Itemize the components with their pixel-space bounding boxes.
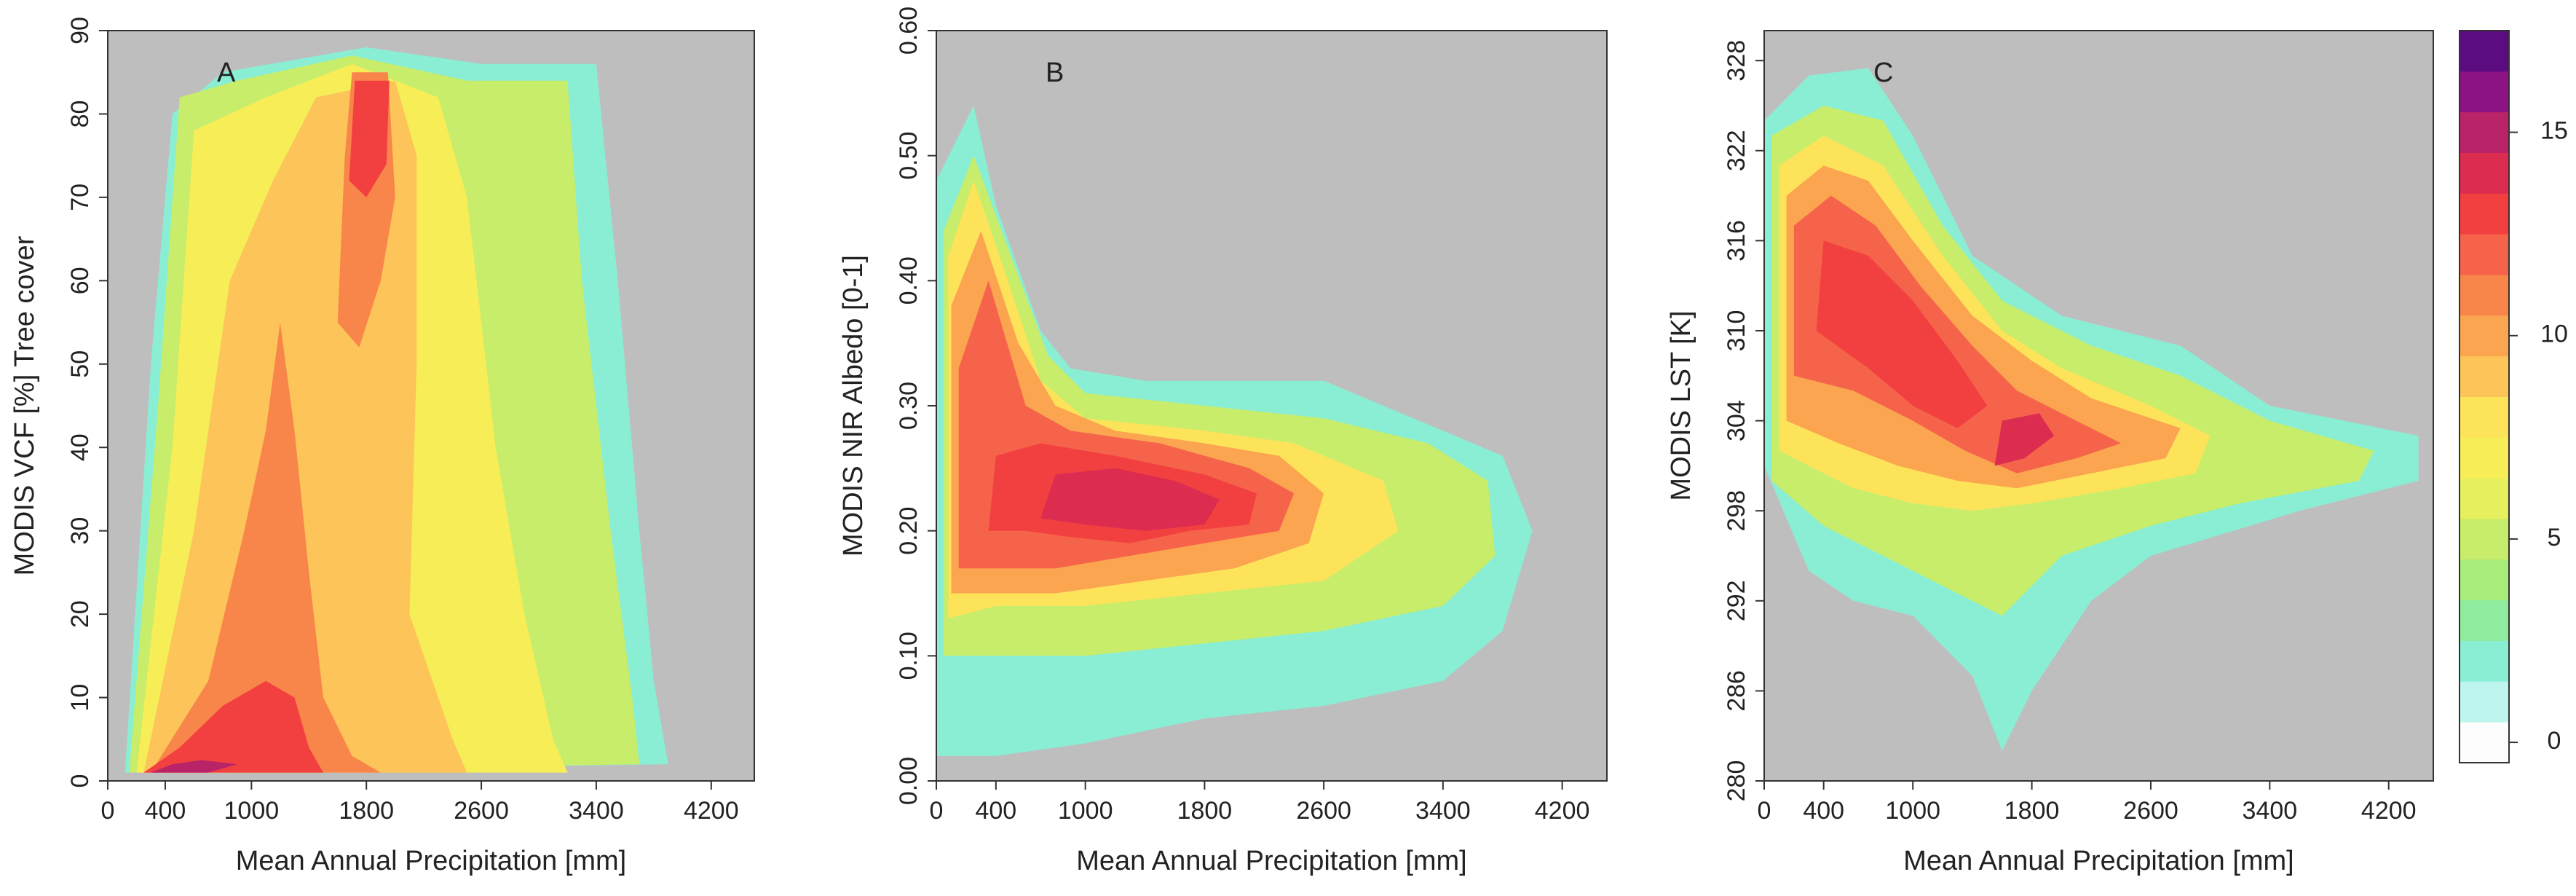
- density-layer: [125, 47, 668, 773]
- y-tick-label: 30: [66, 517, 94, 545]
- y-tick-label: 60: [66, 267, 94, 294]
- x-tick-label: 400: [145, 797, 186, 825]
- colorbar-swatch: [2460, 519, 2509, 560]
- x-tick-label: 0: [101, 797, 115, 825]
- plot-frame: [107, 30, 755, 782]
- colorbar-swatch: [2460, 600, 2509, 641]
- x-tick-label: 3400: [2243, 797, 2298, 825]
- y-axis-label: MODIS LST [K]: [1666, 310, 1696, 500]
- y-tick-label: 0.40: [895, 256, 922, 304]
- y-tick-label: 10: [66, 684, 94, 712]
- density-region: [143, 680, 323, 773]
- density-region: [143, 80, 467, 773]
- colorbar-swatch: [2460, 71, 2509, 113]
- colorbar-swatch: [2460, 681, 2509, 723]
- y-tick-label: 286: [1723, 670, 1750, 712]
- density-layer: [1764, 68, 2419, 751]
- colorbar-tick-label: 10: [2540, 321, 2568, 348]
- panel-b: 0 400 1000 1800 2600 3400 4200 0.00 0.10 0.20 0.30…: [838, 7, 1608, 876]
- y-tick-label: 292: [1723, 580, 1750, 621]
- density-region: [1994, 413, 2055, 466]
- x-tick-label: 400: [1803, 797, 1844, 825]
- x-tick-label: 1000: [1885, 797, 1940, 825]
- y-axis-label: MODIS VCF [%] Tree cover: [9, 235, 40, 575]
- colorbar-swatch: [2460, 396, 2509, 438]
- density-region: [349, 80, 390, 197]
- density-region: [1040, 468, 1220, 531]
- density-layer: [936, 106, 1533, 756]
- y-tick-label: 40: [66, 433, 94, 461]
- y-tick-label: 90: [66, 17, 94, 44]
- colorbar-swatch: [2460, 315, 2509, 357]
- density-region: [151, 322, 381, 773]
- x-axis-label: Mean Annual Precipitation [mm]: [1903, 846, 2294, 876]
- panel-letter: C: [1873, 58, 1893, 88]
- colorbar-tick-label: 15: [2540, 117, 2568, 145]
- y-tick-label: 0.30: [895, 382, 922, 430]
- x-tick-label: 0: [930, 797, 944, 825]
- x-tick-label: 1000: [1058, 797, 1113, 825]
- x-tick-label: 3400: [569, 797, 624, 825]
- colorbar-swatch: [2460, 234, 2509, 275]
- x-tick-label: 4200: [684, 797, 739, 825]
- y-tick-label: 328: [1723, 40, 1750, 82]
- x-tick-label: 400: [975, 797, 1016, 825]
- colorbar-swatch: [2460, 193, 2509, 235]
- y-tick-label: 20: [66, 600, 94, 628]
- x-axis-label: Mean Annual Precipitation [mm]: [236, 846, 627, 876]
- y-tick-label: 322: [1723, 130, 1750, 171]
- x-tick-label: 4200: [2361, 797, 2417, 825]
- y-tick-label: 50: [66, 350, 94, 378]
- x-tick-label: 1000: [224, 797, 280, 825]
- colorbar-swatch: [2460, 437, 2509, 479]
- colorbar-swatch: [2460, 640, 2509, 682]
- colorbar-swatch: [2460, 478, 2509, 519]
- x-tick-label: 3400: [1415, 797, 1471, 825]
- panel-letter: B: [1046, 58, 1064, 88]
- colorbar-swatch: [2460, 275, 2509, 316]
- colorbar-tick-label: 0: [2548, 727, 2561, 755]
- colorbar-swatch: [2460, 31, 2509, 72]
- x-tick-label: 2600: [454, 797, 509, 825]
- colorbar-swatch: [2460, 111, 2509, 153]
- x-tick-label: 1800: [1177, 797, 1233, 825]
- density-region: [151, 760, 237, 773]
- y-tick-label: 0.10: [895, 632, 922, 680]
- colorbar-frame: [2459, 30, 2510, 763]
- colorbar-swatch: [2460, 722, 2509, 763]
- colorbar-swatch: [2460, 152, 2509, 194]
- y-axis-label: MODIS NIR Albedo [0-1]: [838, 255, 869, 557]
- y-tick-label: 0.60: [895, 7, 922, 55]
- y-tick-label: 304: [1723, 400, 1750, 441]
- x-axis-label: Mean Annual Precipitation [mm]: [1076, 846, 1467, 876]
- panel-letter: A: [217, 58, 236, 88]
- y-tick-label: 0: [66, 774, 94, 788]
- x-tick-label: 4200: [1535, 797, 1590, 825]
- x-tick-label: 2600: [1296, 797, 1351, 825]
- colorbar-swatch: [2460, 355, 2509, 397]
- colorbar-swatch: [2460, 559, 2509, 601]
- y-tick-label: 280: [1723, 761, 1750, 802]
- y-tick-label: 70: [66, 184, 94, 211]
- y-tick-label: 310: [1723, 310, 1750, 352]
- y-tick-label: 0.20: [895, 507, 922, 555]
- density-region: [1816, 240, 1988, 428]
- y-tick-label: 298: [1723, 490, 1750, 532]
- panel-c: 0 400 1000 1800 2600 3400 4200 280 286 292 298 304 3…: [1666, 30, 2434, 876]
- y-tick-label: 0.00: [895, 757, 922, 805]
- panel-a: 0 400 1000 1800 2600 3400 4200 0 10 20 30 40 50 60 70 8…: [9, 17, 755, 876]
- plot-frame: [1763, 30, 2434, 782]
- colorbar-tick-label: 5: [2548, 524, 2561, 551]
- y-tick-label: 0.50: [895, 132, 922, 180]
- x-tick-label: 1800: [2004, 797, 2060, 825]
- x-tick-label: 1800: [339, 797, 394, 825]
- y-tick-label: 316: [1723, 220, 1750, 262]
- x-tick-label: 2600: [2123, 797, 2178, 825]
- colorbar: 0 5 10 15: [2459, 30, 2568, 763]
- x-tick-label: 0: [1758, 797, 1771, 825]
- y-tick-label: 80: [66, 101, 94, 128]
